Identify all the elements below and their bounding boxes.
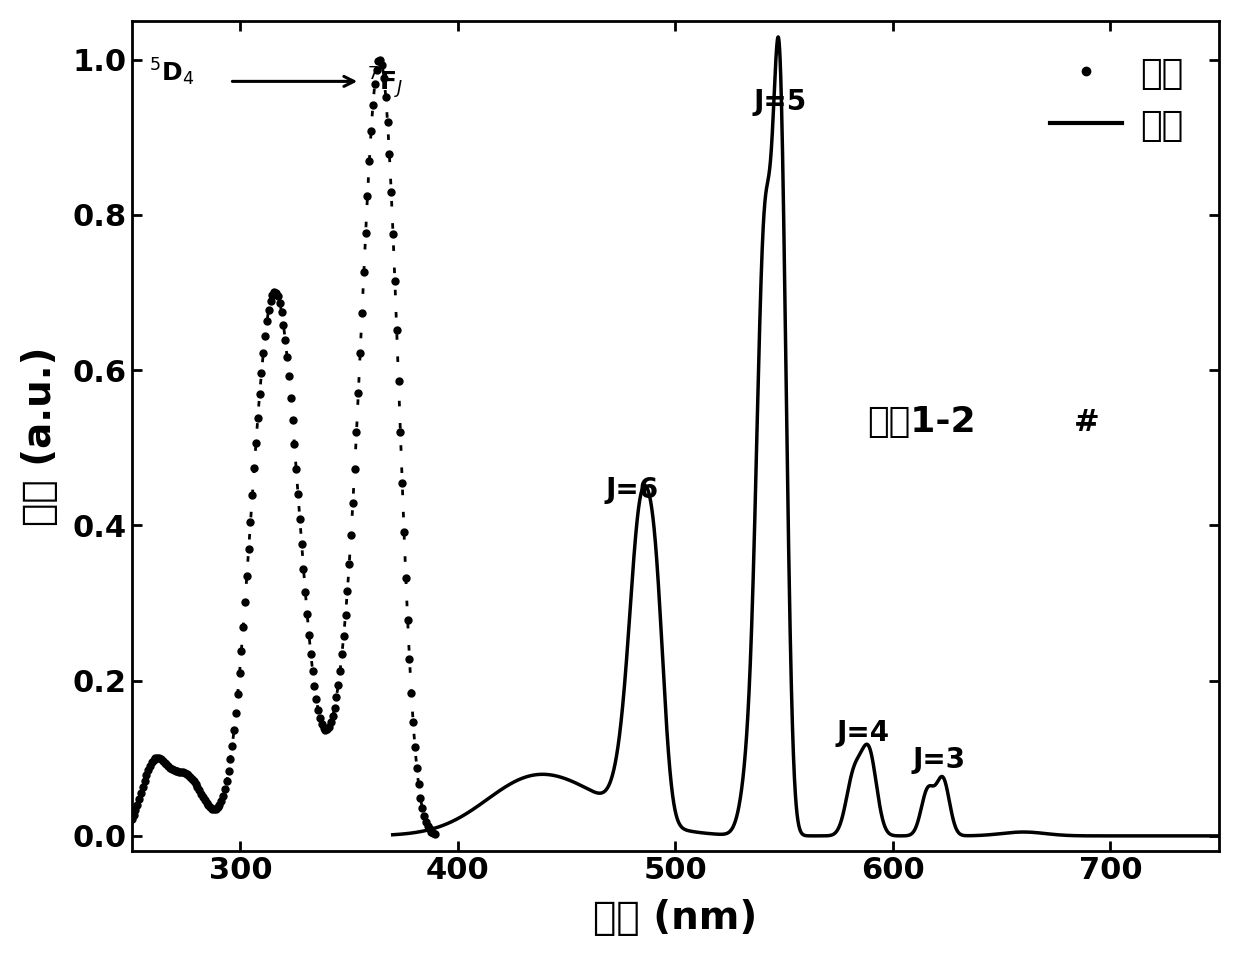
Y-axis label: 强度 (a.u.): 强度 (a.u.) [21,347,58,526]
Text: J=3: J=3 [913,746,966,774]
Text: $^7\mathbf{F}_J$: $^7\mathbf{F}_J$ [367,65,403,102]
X-axis label: 波长 (nm): 波长 (nm) [593,900,758,937]
Text: #: # [1074,408,1099,437]
Text: J=4: J=4 [837,719,889,747]
Text: J=5: J=5 [754,88,807,116]
Legend: 激发, 发射: 激发, 发射 [1032,39,1202,161]
Text: J=6: J=6 [606,476,658,504]
Text: 样品1-2: 样品1-2 [867,405,976,440]
Text: $^5\mathbf{D}_4$: $^5\mathbf{D}_4$ [149,57,195,88]
